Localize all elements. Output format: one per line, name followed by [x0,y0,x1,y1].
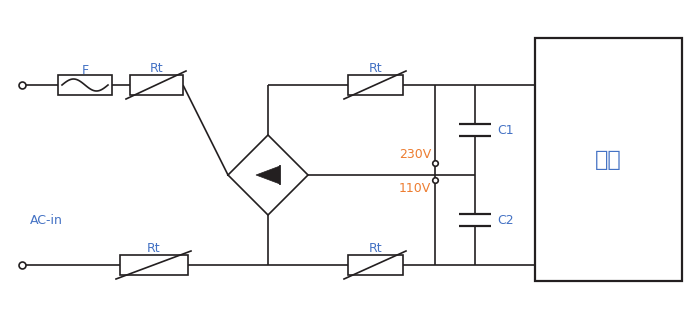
Text: C2: C2 [497,213,514,226]
Bar [535,38,682,281]
Bar [58,75,112,95]
Text: 负载: 负载 [595,150,622,169]
Text: AC-in: AC-in [30,213,63,226]
Text: F: F [81,64,89,77]
Text: 230V: 230V [399,149,431,162]
Polygon shape [256,166,280,184]
Text: 110V: 110V [399,181,431,194]
Text: Rt: Rt [147,242,161,255]
Text: Rt: Rt [150,63,163,76]
Bar [348,75,403,95]
Bar [130,75,183,95]
Text: Rt: Rt [369,63,382,76]
Text: Rt: Rt [369,242,382,255]
Bar [120,255,188,275]
Text: C1: C1 [497,124,514,137]
Bar [348,255,403,275]
